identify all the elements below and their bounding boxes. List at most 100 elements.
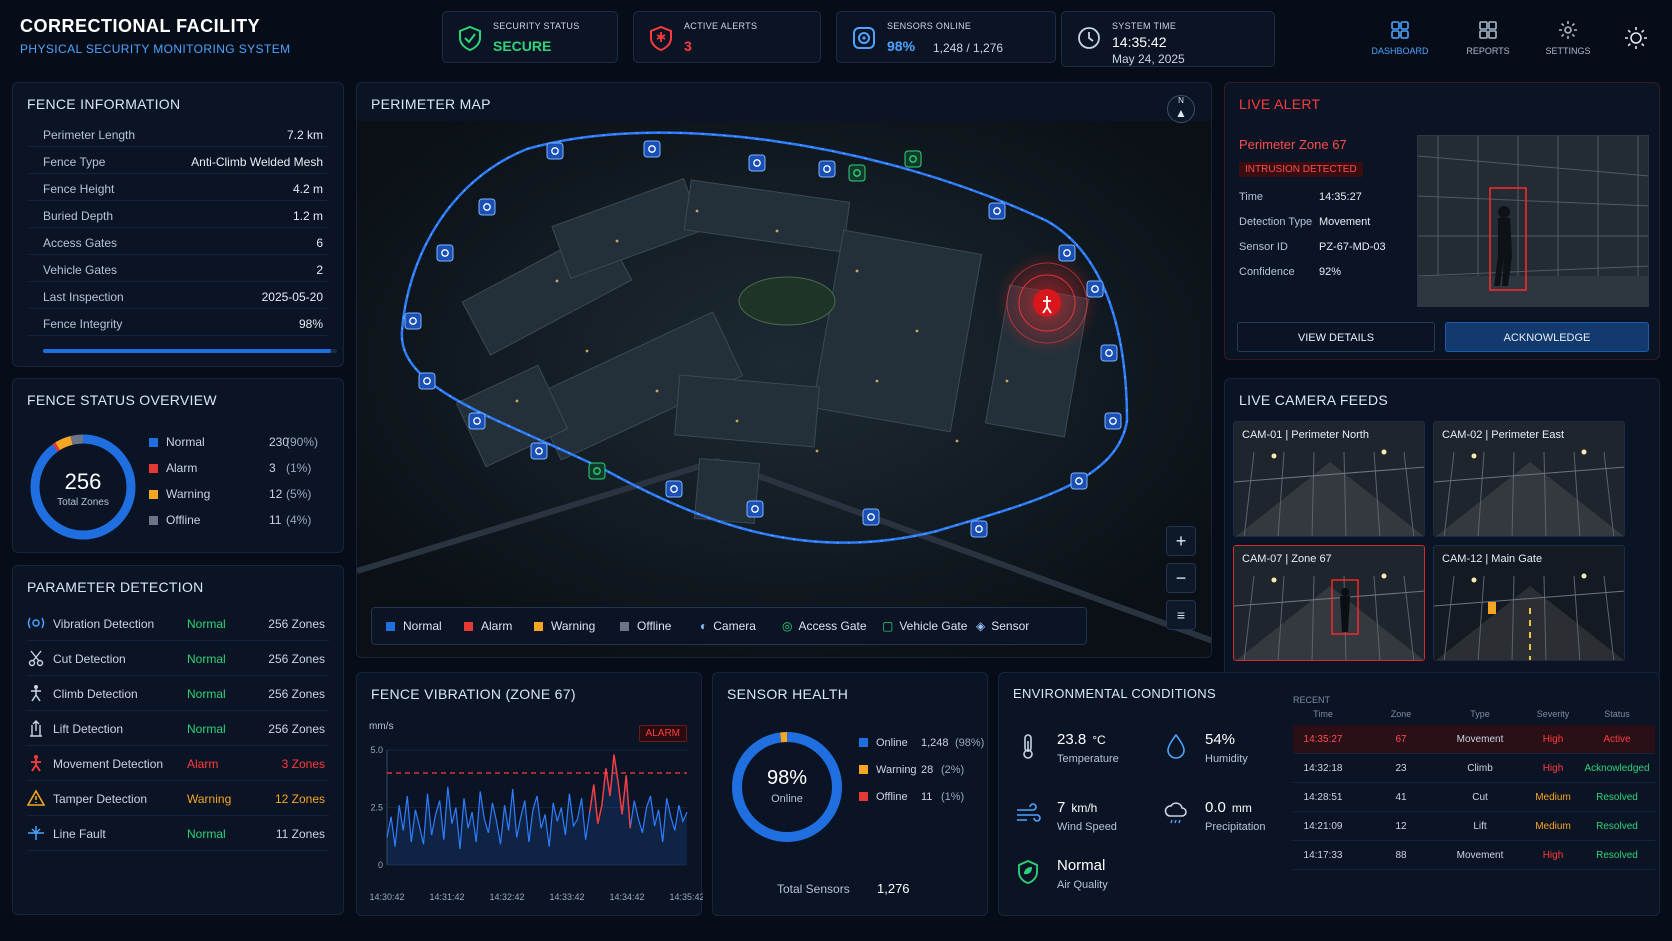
- camera-marker[interactable]: [1086, 280, 1104, 298]
- gate-marker[interactable]: [848, 164, 866, 182]
- acknowledge-button[interactable]: ACKNOWLEDGE: [1445, 322, 1649, 352]
- warning-icon: [27, 789, 45, 806]
- recent-cell: 23: [1395, 763, 1407, 774]
- env-value-number: 0.0: [1205, 799, 1226, 816]
- security-status-card: SECURITY STATUS SECURE: [442, 11, 618, 63]
- shield-leaf-icon: [1018, 860, 1038, 884]
- fence-info-key: Buried Depth: [43, 209, 114, 223]
- legend-swatch: [149, 464, 158, 473]
- camera-marker[interactable]: [468, 412, 486, 430]
- active-alerts-card[interactable]: ACTIVE ALERTS 3: [633, 11, 821, 63]
- active-alerts-label: ACTIVE ALERTS: [684, 21, 758, 31]
- legend-swatch: [149, 438, 158, 447]
- gate-marker[interactable]: [588, 462, 606, 480]
- fence-status-panel: FENCE STATUS OVERVIEW 256 Total Zones No…: [12, 378, 344, 553]
- camera-marker[interactable]: [436, 244, 454, 262]
- layers-button[interactable]: ≡: [1166, 600, 1196, 630]
- camera-marker[interactable]: [1070, 472, 1088, 490]
- zoom-out-button[interactable]: −: [1166, 563, 1196, 593]
- recent-event-row[interactable]: [1293, 754, 1655, 783]
- env-label: Wind Speed: [1057, 821, 1117, 833]
- legend-swatch: [149, 490, 158, 499]
- camera-feed-tile[interactable]: CAM-07 | Zone 67: [1233, 545, 1425, 661]
- sensors-online-count: 1,248 / 1,276: [933, 41, 1004, 55]
- detection-row[interactable]: Movement Detection Alarm 3 Zones: [27, 746, 329, 781]
- detection-row[interactable]: Line Fault Normal 11 Zones: [27, 816, 329, 851]
- env-value: 23.8 °C: [1057, 731, 1106, 748]
- view-details-button[interactable]: VIEW DETAILS: [1237, 322, 1435, 352]
- detection-status: Alarm: [187, 757, 219, 771]
- legend-name: Offline: [166, 513, 201, 527]
- camera-marker[interactable]: [404, 312, 422, 330]
- sensors-online-label: SENSORS ONLINE: [887, 21, 972, 31]
- system-time-label: SYSTEM TIME: [1112, 21, 1177, 31]
- fence-info-row: Buried Depth 1.2 m: [29, 202, 327, 228]
- detection-row[interactable]: Climb Detection Normal 256 Zones: [27, 676, 329, 711]
- map-legend-normal: Normal: [386, 619, 442, 633]
- recent-event-row[interactable]: [1293, 783, 1655, 812]
- theme-toggle-sun-icon[interactable]: [1624, 26, 1648, 50]
- map-legend-offline: Offline: [620, 619, 671, 633]
- recent-cell: Resolved: [1596, 850, 1638, 861]
- camera-marker[interactable]: [1100, 344, 1118, 362]
- env-value-unit: km/h: [1071, 801, 1098, 815]
- donut-segment-offline: [30, 434, 136, 540]
- camera-feed-tile[interactable]: CAM-02 | Perimeter East: [1433, 421, 1625, 537]
- camera-marker[interactable]: [418, 372, 436, 390]
- camera-marker[interactable]: [478, 198, 496, 216]
- recent-cell: 14:35:27: [1303, 734, 1343, 745]
- thermometer-icon: [1023, 734, 1033, 759]
- gate-marker[interactable]: [904, 150, 922, 168]
- recent-cell: Medium: [1535, 792, 1571, 803]
- camera-marker[interactable]: [988, 202, 1006, 220]
- detection-status: Normal: [187, 617, 226, 631]
- x-tick-label: 14:32:42: [489, 892, 524, 902]
- env-item: 54% Humidity: [1163, 729, 1303, 779]
- fence-info-row: Fence Height 4.2 m: [29, 175, 327, 201]
- map-legend-camera: ◐ Camera: [700, 619, 756, 633]
- detection-row[interactable]: Lift Detection Normal 256 Zones: [27, 711, 329, 746]
- recent-event-row[interactable]: [1293, 841, 1655, 870]
- detection-row[interactable]: Vibration Detection Normal 256 Zones: [27, 606, 329, 641]
- legend-value: 1,248: [921, 737, 949, 749]
- camera-marker[interactable]: [862, 508, 880, 526]
- camera-marker[interactable]: [530, 442, 548, 460]
- camera-marker[interactable]: [643, 140, 661, 158]
- camera-marker[interactable]: [748, 154, 766, 172]
- recent-col-header: Zone: [1390, 709, 1412, 719]
- camera-marker[interactable]: [546, 142, 564, 160]
- nav-dashboard-label: DASHBOARD: [1371, 46, 1429, 56]
- perimeter-map-canvas[interactable]: [357, 121, 1212, 658]
- system-date-value: May 24, 2025: [1112, 52, 1185, 66]
- camera-feed-tile[interactable]: CAM-12 | Main Gate: [1433, 545, 1625, 661]
- alert-badge: INTRUSION DETECTED: [1239, 162, 1363, 177]
- detection-row[interactable]: Tamper Detection Warning 12 Zones: [27, 781, 329, 816]
- camera-marker[interactable]: [1104, 412, 1122, 430]
- camera-marker[interactable]: [1058, 244, 1076, 262]
- panel-title: LIVE ALERT: [1239, 96, 1321, 112]
- legend-swatch: [464, 622, 473, 631]
- nav-settings[interactable]: SETTINGS: [1536, 20, 1600, 56]
- recent-event-row[interactable]: [1293, 725, 1655, 754]
- camera-marker[interactable]: [746, 500, 764, 518]
- camera-marker[interactable]: [665, 480, 683, 498]
- recent-col-header: Time: [1313, 709, 1333, 719]
- alert-snapshot[interactable]: [1417, 135, 1649, 307]
- recent-cell: Resolved: [1596, 821, 1638, 832]
- fence-info-value: Anti-Climb Welded Mesh: [191, 155, 323, 169]
- nav-dashboard[interactable]: DASHBOARD: [1368, 20, 1432, 56]
- legend-label: Vehicle Gate: [899, 619, 968, 633]
- nav-reports[interactable]: REPORTS: [1456, 20, 1520, 56]
- camera-feed-image: [1234, 546, 1424, 660]
- zoom-in-button[interactable]: +: [1166, 526, 1196, 556]
- camera-feed-tile[interactable]: CAM-01 | Perimeter North: [1233, 421, 1425, 537]
- detection-row[interactable]: Cut Detection Normal 256 Zones: [27, 641, 329, 676]
- donut-segment-warning: [732, 732, 842, 842]
- fence-info-value: 98%: [298, 317, 323, 331]
- legend-pct: (5%): [286, 487, 312, 501]
- camera-marker[interactable]: [970, 520, 988, 538]
- fence-info-value: 7.2 km: [286, 128, 323, 142]
- recent-cell: High: [1542, 850, 1564, 861]
- camera-marker[interactable]: [818, 160, 836, 178]
- recent-event-row[interactable]: [1293, 812, 1655, 841]
